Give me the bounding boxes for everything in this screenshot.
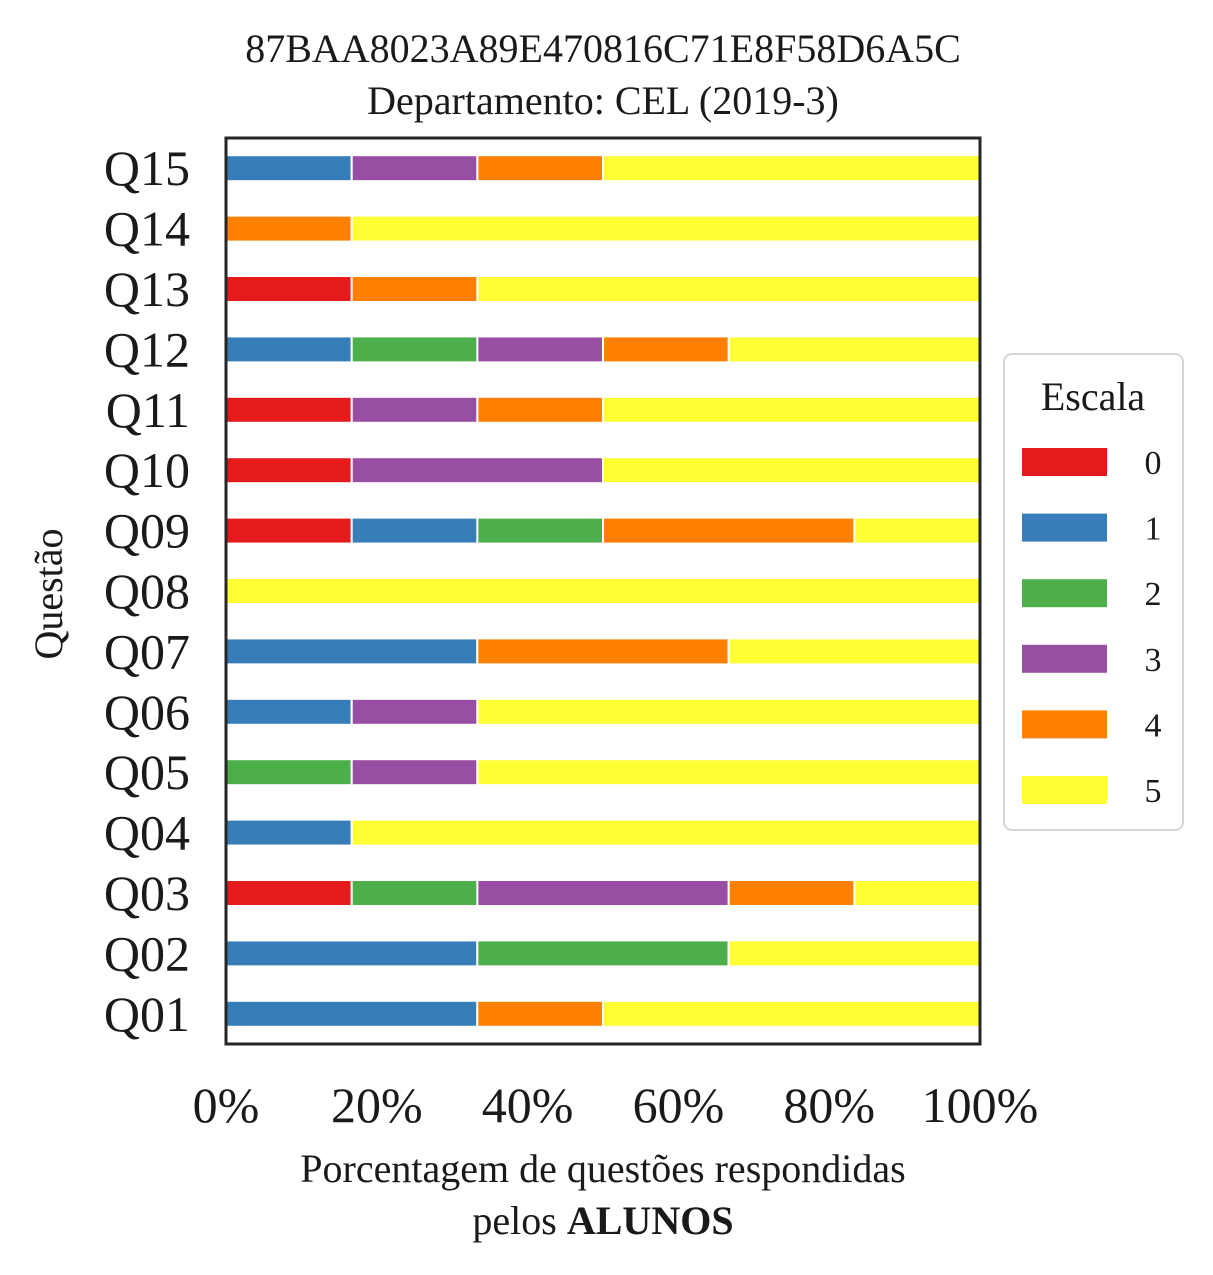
legend-label-2: 2 [1145,576,1162,613]
bar-q03-scale-4 [727,879,856,907]
bar-q05-scale-5 [476,758,982,787]
bar-q09-scale-5 [853,516,982,545]
y-tick-label-q10: Q10 [104,442,190,498]
y-tick-label-q07: Q07 [104,623,190,679]
x-tick-label-0: 0% [193,1077,260,1133]
legend-label-3: 3 [1145,642,1162,679]
bar-q02-scale-1 [225,939,479,968]
x-tick-label-60: 60% [633,1077,725,1133]
bar-q15-scale-5 [602,154,982,183]
bar-q13-scale-5 [476,275,982,303]
x-tick-labels: 0% 20% 40% 60% 80% 100% [193,1077,1039,1133]
bar-q03-scale-2 [350,879,479,907]
bar-q10-scale-5 [602,456,981,485]
x-axis-label-line2-bold: ALUNOS [567,1198,734,1243]
chart-title-line2: Departamento: CEL (2019-3) [367,78,839,123]
bars-group [225,154,982,1028]
bar-q11-scale-3 [350,395,479,424]
y-tick-label-q11: Q11 [106,382,190,438]
y-tick-labels: Q01Q02Q03Q04Q05Q06Q07Q08Q09Q10Q11Q12Q13Q… [104,140,190,1042]
bar-q11-scale-0 [225,395,353,424]
x-axis-label-line1: Porcentagem de questões respondidas [300,1146,905,1191]
bar-q03-scale-0 [225,879,353,907]
bar-q02-scale-2 [476,939,730,968]
legend-swatch-4 [1022,710,1107,739]
x-tick-label-80: 80% [783,1077,875,1133]
bar-q11-scale-4 [476,395,605,424]
bar-q12-scale-1 [225,335,353,364]
bar-q03-scale-3 [476,879,730,907]
y-tick-label-q15: Q15 [104,140,190,196]
bar-q01-scale-5 [602,999,981,1028]
y-tick-label-q13: Q13 [104,261,190,317]
legend-label-4: 4 [1145,707,1162,744]
x-axis-label-line2-prefix: pelos [472,1198,566,1243]
y-tick-label-q01: Q01 [104,986,190,1042]
x-tick-label-40: 40% [482,1077,574,1133]
legend-swatch-3 [1022,644,1107,673]
bar-q07-scale-5 [727,637,981,666]
bar-q07-scale-4 [476,637,730,666]
y-tick-label-q03: Q03 [104,865,190,921]
legend-swatch-0 [1022,448,1107,476]
bar-q13-scale-4 [350,275,479,303]
bar-q12-scale-2 [350,335,479,364]
bar-q09-scale-2 [476,516,605,545]
legend-items: 0 1 2 3 4 5 [1022,445,1162,810]
bar-q05-scale-3 [350,758,479,787]
bar-q04-scale-1 [225,818,353,847]
bar-q12-scale-5 [727,335,982,364]
y-tick-label-q02: Q02 [104,925,190,981]
bar-q09-scale-0 [225,516,353,545]
bar-q10-scale-0 [225,456,353,485]
bar-q15-scale-1 [225,154,353,183]
bar-q14-scale-4 [225,214,353,243]
bar-q01-scale-4 [476,999,604,1028]
bar-q06-scale-3 [350,697,479,726]
bar-q15-scale-4 [476,154,605,183]
y-tick-label-q09: Q09 [104,503,190,559]
x-tick-label-20: 20% [331,1077,423,1133]
bar-q12-scale-4 [602,335,730,364]
legend-label-1: 1 [1145,511,1162,548]
bar-q05-scale-2 [225,758,353,787]
bar-q13-scale-0 [225,275,353,303]
bar-q10-scale-3 [350,456,604,485]
bar-q09-scale-4 [602,516,856,545]
bar-q07-scale-1 [225,637,479,666]
legend-swatch-1 [1022,513,1107,542]
bar-q01-scale-1 [225,999,479,1028]
x-tick-label-100: 100% [922,1077,1039,1133]
bar-q02-scale-5 [727,939,981,968]
y-tick-label-q12: Q12 [104,321,190,377]
y-tick-label-q14: Q14 [104,201,190,257]
bar-q15-scale-3 [350,154,479,183]
legend: Escala 0 1 2 3 4 5 [1003,353,1184,831]
legend-label-0: 0 [1145,445,1162,482]
y-tick-label-q05: Q05 [104,744,190,800]
y-axis-label: Questão [26,528,71,659]
plot-frame [224,136,982,1046]
y-tick-label-q04: Q04 [104,805,190,861]
y-tick-label-q06: Q06 [104,684,190,740]
bar-q12-scale-3 [476,335,605,364]
bar-q09-scale-1 [350,516,479,545]
x-axis-label-line2: pelos ALUNOS [472,1198,733,1243]
bar-q06-scale-5 [476,697,982,726]
bar-q03-scale-5 [853,879,982,907]
legend-swatch-5 [1022,776,1107,804]
bar-q06-scale-1 [225,697,353,726]
legend-title: Escala [1041,374,1146,419]
legend-label-5: 5 [1145,773,1162,810]
bar-q04-scale-5 [350,818,982,847]
bar-q11-scale-5 [602,395,982,424]
chart-title-line1: 87BAA8023A89E470816C71E8F58D6A5C [245,26,961,71]
y-tick-label-q08: Q08 [104,563,190,619]
bar-q08-scale-5 [225,577,981,605]
legend-swatch-2 [1022,579,1107,608]
bar-q14-scale-5 [350,214,982,243]
